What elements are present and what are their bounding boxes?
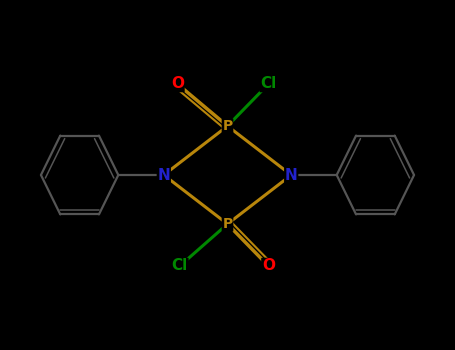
Text: N: N bbox=[285, 168, 298, 182]
Text: P: P bbox=[222, 217, 233, 231]
Text: Cl: Cl bbox=[172, 259, 188, 273]
Text: N: N bbox=[157, 168, 170, 182]
Text: Cl: Cl bbox=[260, 77, 277, 91]
Text: P: P bbox=[222, 119, 233, 133]
Text: O: O bbox=[262, 259, 275, 273]
Text: O: O bbox=[171, 77, 184, 91]
